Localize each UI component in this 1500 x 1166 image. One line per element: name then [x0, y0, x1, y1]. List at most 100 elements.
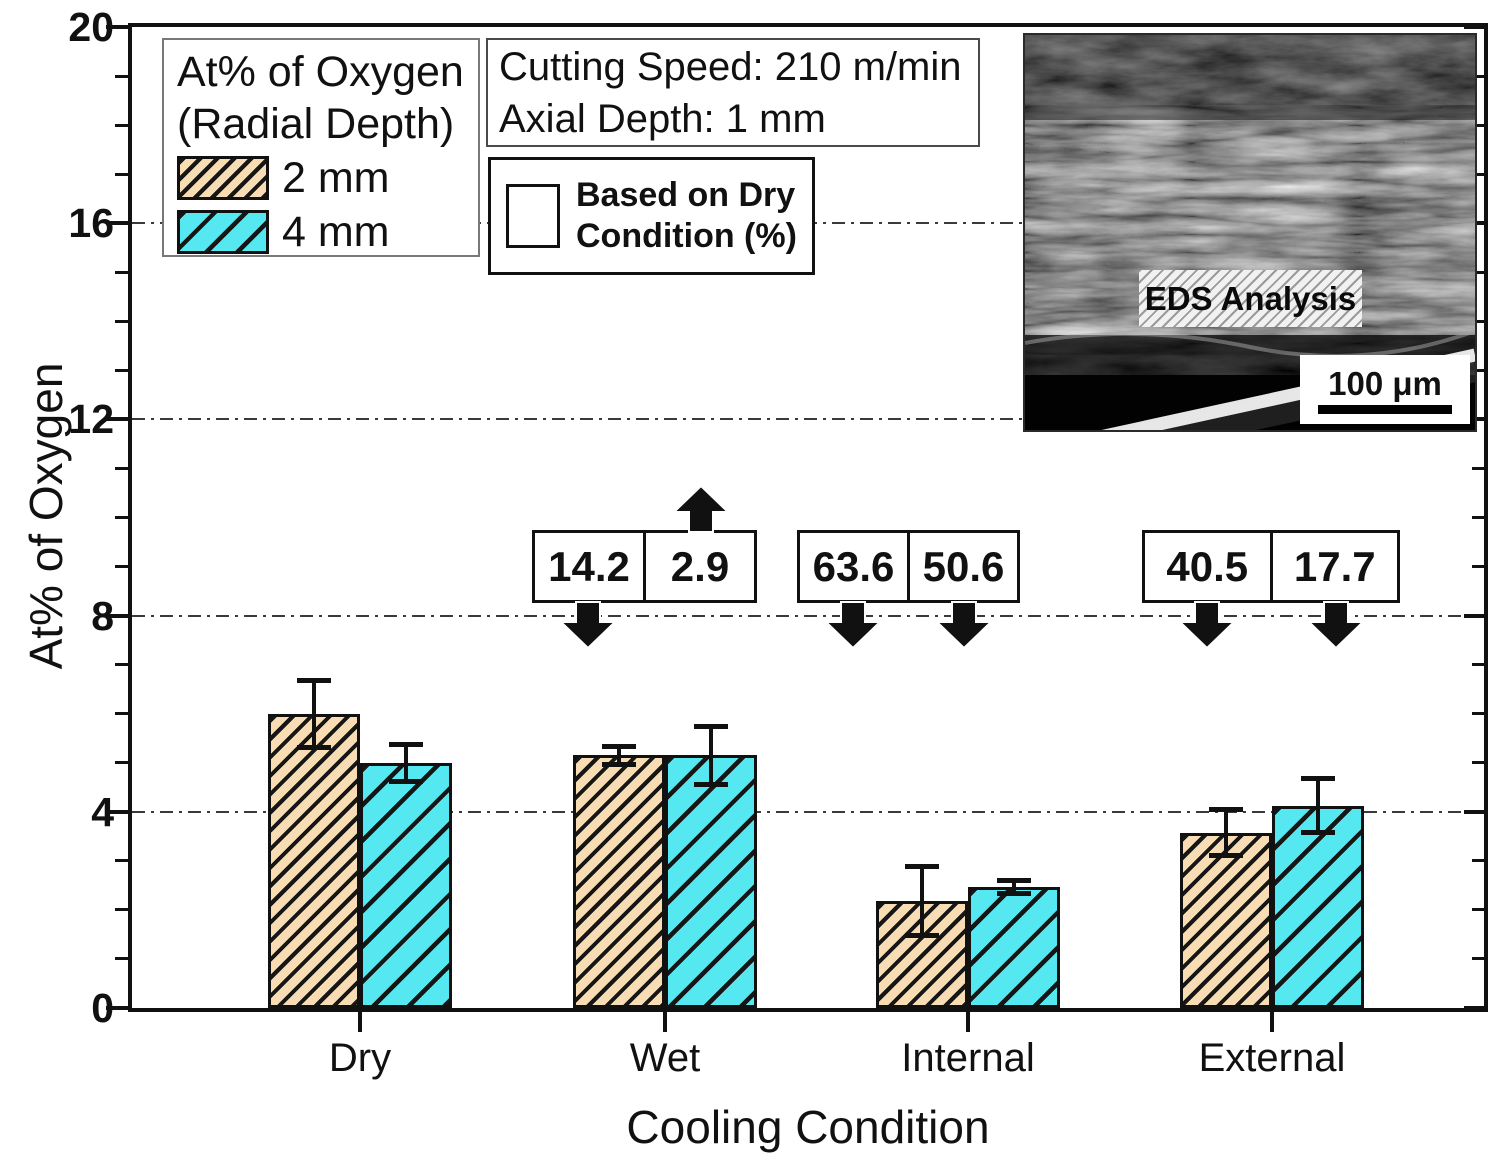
arrow-up-icon: [671, 484, 731, 533]
error-bar-internal-4mm: [997, 878, 1031, 896]
y-tick-right-18: [1472, 123, 1484, 127]
y-tick-left-11: [115, 466, 128, 470]
percent-box-icon: [506, 184, 560, 248]
error-line: [1224, 807, 1228, 859]
x-tick-dry: [358, 1012, 362, 1032]
y-tick-left-5: [115, 761, 128, 765]
y-tick-left-1: [115, 957, 128, 961]
y-tick-right-11: [1472, 466, 1484, 470]
error-cap-top: [694, 723, 728, 729]
legend-title-line1: At% of Oxygen: [177, 48, 464, 96]
legend-entry-2mm: 2 mm: [282, 153, 390, 202]
error-cap-bottom: [602, 762, 636, 768]
y-tick-left-3: [115, 859, 128, 863]
error-cap-top: [297, 677, 331, 683]
y-tick-left-4: [106, 809, 128, 814]
x-tick-label-internal: Internal: [901, 1036, 1035, 1080]
y-tick-left-12: [106, 417, 128, 422]
cutting-conditions-box: Cutting Speed: 210 m/min Axial Depth: 1 …: [486, 38, 980, 147]
y-tick-right-5: [1472, 761, 1484, 765]
sem-inset-image: EDS Analysis 100 μm: [1021, 33, 1479, 480]
y-tick-left-15: [115, 270, 128, 274]
y-tick-left-13: [115, 368, 128, 372]
error-line: [1316, 776, 1320, 836]
annotation-box-2: 63.6 50.6: [797, 530, 1020, 603]
y-tick-left-18: [115, 123, 128, 127]
y-tick-left-14: [115, 319, 128, 323]
y-tick-left-8: [106, 613, 128, 618]
legend-row-2mm: 2 mm: [177, 152, 478, 204]
error-cap-top: [389, 741, 423, 747]
error-bar-wet-4mm: [694, 723, 728, 788]
y-tick-right-1: [1472, 957, 1484, 961]
x-tick-label-external: External: [1198, 1036, 1346, 1080]
arrow-down-icon: [558, 601, 618, 650]
legend-row-4mm: 4 mm: [177, 206, 478, 258]
annotation-value: 2.9: [670, 542, 730, 590]
scale-label: 100 μm: [1328, 364, 1442, 402]
arrow-down-icon: [934, 601, 994, 650]
arrow-down-icon: [1306, 601, 1366, 650]
y-tick-right-20: [1464, 25, 1484, 29]
bar-wet-4mm: [665, 755, 757, 1008]
error-cap-bottom: [694, 782, 728, 788]
legend-swatch-2mm: [177, 156, 269, 200]
error-cap-bottom: [905, 933, 939, 939]
error-bar-external-2mm: [1209, 807, 1243, 859]
x-axis-title: Cooling Condition: [626, 1101, 990, 1153]
cutting-speed-text: Cutting Speed: 210 m/min: [499, 45, 962, 89]
based-text-line1: Based on Dry: [576, 176, 796, 214]
error-cap-top: [997, 878, 1031, 884]
bar-external-4mm: [1272, 805, 1364, 1008]
annotation-value: 63.6: [800, 533, 910, 600]
arrow-down-icon: [1177, 601, 1237, 650]
error-bar-external-4mm: [1301, 776, 1335, 836]
scale-bar: [1318, 404, 1452, 414]
y-tick-right-9: [1472, 565, 1484, 569]
x-tick-wet: [663, 1012, 667, 1032]
gridline-12: [132, 418, 1484, 421]
x-tick-internal: [966, 1012, 970, 1032]
error-cap-bottom: [389, 778, 423, 784]
y-tick-right-0: [1464, 1006, 1484, 1010]
y-tick-right-14: [1472, 319, 1484, 323]
error-cap-top: [905, 863, 939, 869]
based-text-line2: Condition (%): [576, 217, 797, 255]
y-tick-right-10: [1472, 516, 1484, 519]
error-cap-top: [1209, 807, 1243, 813]
annotation-value: 50.6: [922, 542, 1005, 590]
y-tick-left-6: [115, 712, 128, 716]
y-tick-right-6: [1472, 712, 1484, 716]
bar-external-2mm: [1180, 832, 1272, 1008]
annotation-value: 40.5: [1145, 533, 1273, 600]
x-tick-label-wet: Wet: [629, 1036, 701, 1080]
bar-dry-2mm: [268, 713, 360, 1008]
error-cap-top: [1301, 776, 1335, 782]
error-line: [404, 741, 408, 784]
error-line: [617, 743, 621, 768]
y-tick-label-0: 0: [91, 985, 114, 1031]
gridline-8: [132, 614, 1484, 617]
y-tick-right-19: [1472, 74, 1484, 78]
bar-dry-4mm: [360, 762, 452, 1008]
error-bar-dry-4mm: [389, 741, 423, 784]
y-tick-left-9: [115, 565, 128, 569]
y-tick-right-13: [1472, 368, 1484, 372]
error-line: [1012, 878, 1016, 896]
error-bar-wet-2mm: [602, 743, 636, 768]
y-tick-right-4: [1464, 809, 1484, 814]
gridline-4: [132, 810, 1484, 813]
error-cap-bottom: [997, 890, 1031, 896]
legend-swatch-4mm: [177, 210, 269, 254]
error-line: [920, 863, 924, 939]
error-cap-bottom: [1209, 853, 1243, 859]
bar-wet-2mm: [573, 755, 665, 1008]
y-tick-right-15: [1472, 270, 1484, 274]
y-tick-label-16: 16: [68, 200, 114, 247]
error-bar-dry-2mm: [297, 677, 331, 750]
scale-bar-box: 100 μm: [1300, 355, 1470, 424]
y-tick-left-17: [115, 172, 128, 176]
legend-title-line2: (Radial Depth): [177, 100, 455, 148]
eds-analysis-label: EDS Analysis: [1139, 270, 1362, 327]
